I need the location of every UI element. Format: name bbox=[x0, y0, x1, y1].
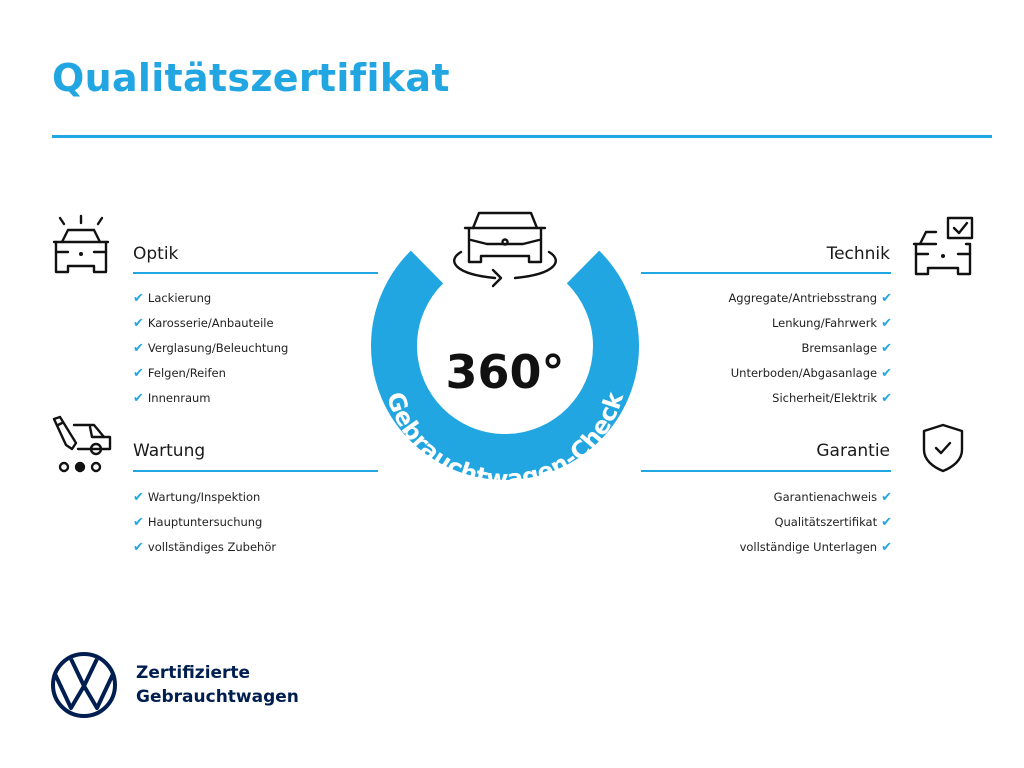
list-item: Garantienachweis ✔ bbox=[773, 490, 892, 505]
list-item: ✔ Verglasung/Beleuchtung bbox=[133, 341, 289, 356]
brand-tagline-line2: Gebrauchtwagen bbox=[136, 687, 299, 707]
list-item: Aggregate/Antriebsstrang ✔ bbox=[728, 291, 892, 306]
list-item: vollständige Unterlagen ✔ bbox=[739, 540, 892, 555]
section-divider bbox=[641, 470, 891, 472]
car-checklist-icon bbox=[912, 216, 974, 276]
list-item: ✔ Innenraum bbox=[133, 391, 211, 406]
list-optik: ✔ Lackierung ✔ Karosserie/Anbauteile ✔ Verg… bbox=[133, 286, 288, 411]
check-icon: ✔ bbox=[133, 341, 144, 356]
car-lights-icon bbox=[52, 214, 110, 274]
brand-tagline: Zertifizierte Gebrauchtwagen bbox=[136, 661, 299, 709]
section-divider bbox=[133, 272, 378, 274]
page-title: Qualitätszertifikat bbox=[52, 56, 450, 100]
check-icon: ✔ bbox=[133, 291, 144, 306]
check-icon: ✔ bbox=[133, 316, 144, 331]
brand-tagline-line1: Zertifizierte bbox=[136, 663, 251, 683]
list-item: Qualitätszertifikat ✔ bbox=[774, 515, 892, 530]
section-heading-garantie: Garantie bbox=[816, 441, 890, 461]
check-icon: ✔ bbox=[881, 515, 892, 530]
list-wartung: ✔ Wartung/Inspektion ✔ Hauptuntersuchung ✔… bbox=[133, 485, 276, 560]
section-heading-technik: Technik bbox=[826, 244, 890, 264]
car-rotate-icon bbox=[453, 211, 557, 288]
vw-logo bbox=[51, 652, 117, 718]
check-icon: ✔ bbox=[133, 515, 144, 530]
list-item: ✔ Hauptuntersuchung bbox=[133, 515, 263, 530]
section-heading-optik: Optik bbox=[133, 244, 179, 264]
badge-ring bbox=[371, 250, 639, 480]
car-service-icon bbox=[52, 415, 112, 473]
check-icon: ✔ bbox=[881, 490, 892, 505]
list-item: Sicherheit/Elektrik ✔ bbox=[772, 391, 892, 406]
list-garantie: Garantienachweis ✔ Qualitätszertifikat ✔ v… bbox=[740, 485, 892, 560]
section-heading-wartung: Wartung bbox=[133, 441, 206, 461]
section-divider bbox=[641, 272, 891, 274]
shield-check-icon bbox=[922, 423, 964, 473]
list-technik: Aggregate/Antriebsstrang ✔ Lenkung/Fahrwe… bbox=[728, 286, 892, 411]
list-item: ✔ vollständiges Zubehör bbox=[133, 540, 277, 555]
section-divider bbox=[133, 470, 378, 472]
check-icon: ✔ bbox=[881, 391, 892, 406]
badge-degrees: 360° bbox=[445, 345, 564, 399]
check-icon: ✔ bbox=[881, 341, 892, 356]
list-item: Lenkung/Fahrwerk ✔ bbox=[771, 316, 892, 331]
check-icon: ✔ bbox=[133, 391, 144, 406]
list-item: ✔ Karosserie/Anbauteile bbox=[133, 316, 274, 331]
check-icon: ✔ bbox=[133, 490, 144, 505]
check-icon: ✔ bbox=[881, 291, 892, 306]
360-check-badge: Gebrauchtwagen-Check 360° bbox=[371, 211, 639, 493]
list-item: ✔ Lackierung bbox=[133, 291, 212, 306]
list-item: ✔ Wartung/Inspektion bbox=[133, 490, 261, 505]
check-icon: ✔ bbox=[133, 366, 144, 381]
list-item: ✔ Felgen/Reifen bbox=[133, 366, 226, 381]
title-divider bbox=[52, 135, 992, 138]
check-icon: ✔ bbox=[133, 540, 144, 555]
check-icon: ✔ bbox=[881, 316, 892, 331]
list-item: Bremsanlage ✔ bbox=[801, 341, 893, 356]
check-icon: ✔ bbox=[881, 366, 892, 381]
check-icon: ✔ bbox=[881, 540, 892, 555]
list-item: Unterboden/Abgasanlage ✔ bbox=[730, 366, 892, 381]
